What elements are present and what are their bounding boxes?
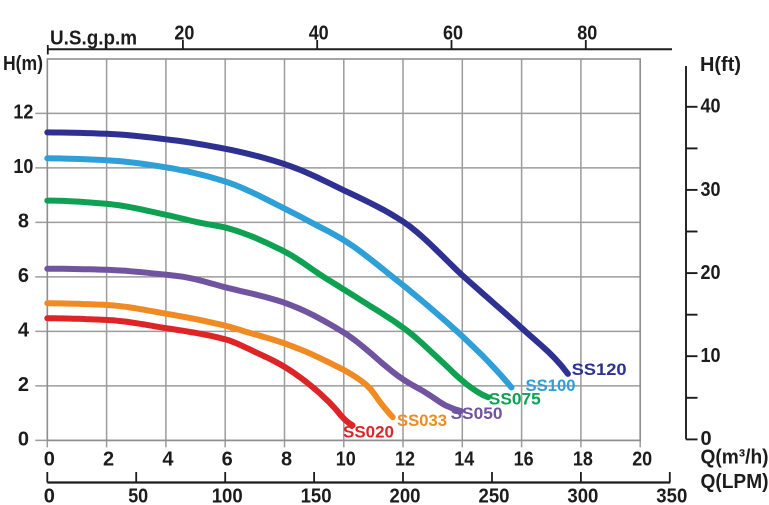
svg-text:16: 16 <box>514 448 534 470</box>
svg-text:20: 20 <box>174 23 194 45</box>
svg-text:14: 14 <box>454 448 475 470</box>
svg-text:H(ft): H(ft) <box>700 54 741 76</box>
svg-text:Q(m³/h): Q(m³/h) <box>701 447 769 469</box>
svg-text:300: 300 <box>567 486 598 505</box>
svg-text:Q(LPM): Q(LPM) <box>701 471 769 493</box>
svg-text:8: 8 <box>18 211 29 233</box>
svg-text:12: 12 <box>395 448 415 470</box>
svg-text:350: 350 <box>656 486 687 505</box>
svg-text:200: 200 <box>390 486 421 505</box>
svg-text:6: 6 <box>18 265 29 287</box>
svg-text:40: 40 <box>309 23 329 45</box>
svg-text:0: 0 <box>701 428 712 450</box>
svg-text:10: 10 <box>336 448 356 470</box>
svg-text:2: 2 <box>18 374 29 396</box>
svg-text:20: 20 <box>701 262 721 284</box>
svg-text:4: 4 <box>18 320 30 342</box>
svg-text:6: 6 <box>222 448 233 470</box>
svg-text:50: 50 <box>128 486 148 505</box>
svg-text:4: 4 <box>162 448 174 470</box>
svg-text:0: 0 <box>18 429 29 451</box>
svg-text:20: 20 <box>632 448 652 470</box>
svg-text:0: 0 <box>44 486 55 505</box>
svg-text:60: 60 <box>443 23 463 45</box>
svg-text:0: 0 <box>44 448 55 470</box>
svg-text:SS020: SS020 <box>343 423 394 442</box>
svg-text:10: 10 <box>13 156 33 178</box>
svg-text:12: 12 <box>13 102 33 124</box>
svg-text:40: 40 <box>701 96 721 118</box>
svg-text:30: 30 <box>701 179 721 201</box>
svg-text:80: 80 <box>577 23 597 45</box>
svg-text:10: 10 <box>701 345 721 367</box>
svg-text:H(m): H(m) <box>3 53 43 75</box>
svg-text:SS033: SS033 <box>397 411 447 430</box>
svg-text:2: 2 <box>103 448 114 470</box>
svg-text:SS050: SS050 <box>451 404 503 423</box>
svg-text:SS100: SS100 <box>526 376 576 395</box>
svg-text:100: 100 <box>212 486 243 505</box>
svg-text:150: 150 <box>301 486 332 505</box>
svg-text:18: 18 <box>573 448 593 470</box>
svg-text:SS120: SS120 <box>572 360 627 379</box>
svg-text:8: 8 <box>281 448 292 470</box>
svg-text:SS075: SS075 <box>489 390 541 409</box>
svg-text:250: 250 <box>479 486 510 505</box>
svg-text:U.S.g.p.m: U.S.g.p.m <box>50 28 137 50</box>
